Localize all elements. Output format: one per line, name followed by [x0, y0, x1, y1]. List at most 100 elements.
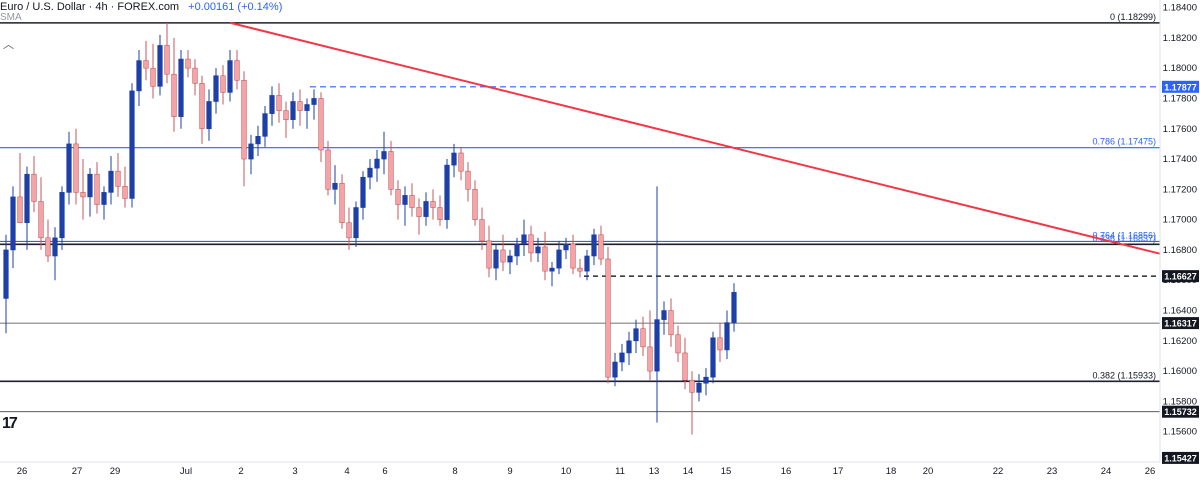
- price-tag: [1162, 270, 1199, 283]
- candle-body: [465, 170, 471, 190]
- candle-body: [3, 249, 9, 299]
- candle-body: [325, 149, 331, 190]
- y-tick-label: 1.18200: [1163, 33, 1197, 44]
- candle-body: [332, 182, 338, 190]
- candle-body: [598, 234, 604, 260]
- candle-body: [87, 173, 93, 198]
- x-tick-label: 26: [1145, 466, 1156, 477]
- price-axis: [1160, 0, 1200, 479]
- candle-body: [311, 98, 317, 105]
- candle-body: [514, 243, 520, 257]
- fib-label: 0.786 (1.17475): [1092, 137, 1156, 147]
- candle-body: [423, 201, 429, 217]
- candle-body: [696, 382, 702, 393]
- y-tick-label: 1.16200: [1163, 336, 1197, 347]
- price-tag: [1162, 405, 1199, 418]
- candle-body: [10, 196, 16, 251]
- candle-body: [605, 258, 611, 378]
- candle-body: [444, 164, 450, 220]
- price-tag: [1162, 317, 1199, 330]
- candle-body: [430, 201, 436, 208]
- fib-label: 0.764 (1.16856): [1092, 230, 1156, 240]
- candle-body: [647, 346, 653, 372]
- candle-body: [171, 73, 177, 117]
- tradingview-logo: 17: [2, 415, 18, 432]
- y-tick-label: 1.17400: [1163, 154, 1197, 165]
- candle-body: [241, 79, 247, 160]
- candle-body: [206, 101, 212, 130]
- candle-body: [108, 170, 114, 193]
- candle-body: [220, 75, 226, 93]
- x-tick-label: 17: [833, 466, 844, 477]
- candle-body: [416, 207, 422, 217]
- candle-body: [556, 249, 562, 269]
- price-tag-label: 1.15732: [1164, 407, 1197, 417]
- y-tick-label: 1.17000: [1163, 215, 1197, 226]
- candle-body: [367, 167, 373, 178]
- candle-body: [570, 243, 576, 269]
- candle-body: [115, 170, 121, 187]
- x-tick-label: 4: [344, 466, 349, 477]
- candle-body: [717, 337, 723, 351]
- price-tag-label: 1.16627: [1164, 272, 1197, 282]
- chevron-up-icon[interactable]: ︿: [3, 39, 14, 51]
- candle-body: [31, 173, 37, 202]
- price-tag: [1162, 80, 1199, 93]
- candle-body: [24, 173, 30, 223]
- candle-body: [353, 207, 359, 239]
- price-change: +0.00161 (+0.14%): [188, 1, 283, 13]
- fib-label: 0 (1.18299): [1110, 12, 1156, 22]
- price-tag-label: 1.17877: [1164, 82, 1197, 92]
- candle-body: [227, 60, 233, 93]
- candle-body: [577, 267, 583, 272]
- candle-body: [255, 136, 261, 145]
- trendline: [229, 21, 1161, 255]
- candle-body: [500, 249, 506, 263]
- candle-body: [675, 334, 681, 354]
- candle-body: [283, 110, 289, 120]
- candle-body: [276, 95, 282, 111]
- candle-body: [668, 310, 674, 336]
- candle-body: [52, 237, 58, 257]
- candle-body: [451, 152, 457, 166]
- candle-body: [164, 45, 170, 75]
- y-tick-label: 1.16000: [1163, 366, 1197, 377]
- candle-body: [262, 113, 268, 137]
- x-tick-label: 6: [382, 466, 387, 477]
- candle-body: [402, 195, 408, 205]
- candle-body: [80, 192, 86, 198]
- candle-body: [66, 143, 72, 193]
- candle-body: [542, 246, 548, 272]
- y-tick-label: 1.15600: [1163, 427, 1197, 438]
- candle-body: [38, 201, 44, 239]
- x-tick-label: 27: [72, 466, 83, 477]
- x-tick-label: 18: [886, 466, 897, 477]
- candle-body: [150, 67, 156, 87]
- candle-body: [45, 237, 51, 257]
- indicator-label[interactable]: SMA: [0, 12, 22, 23]
- y-tick-label: 1.18000: [1163, 63, 1197, 74]
- candle-body: [101, 192, 107, 205]
- candle-body: [290, 101, 296, 120]
- y-tick-label: 1.16800: [1163, 245, 1197, 256]
- candle-body: [318, 98, 324, 151]
- candle-body: [388, 151, 394, 190]
- x-tick-label: 3: [292, 466, 297, 477]
- candle-body: [689, 379, 695, 393]
- candle-body: [535, 246, 541, 254]
- symbol-title[interactable]: Euro / U.S. Dollar · 4h · FOREX.com: [0, 1, 180, 13]
- candle-body: [269, 95, 275, 114]
- candle-body: [136, 60, 142, 92]
- candle-body: [528, 234, 534, 254]
- candle-body: [479, 219, 485, 242]
- candle-body: [612, 361, 618, 378]
- candle-body: [661, 310, 667, 320]
- candle-body: [458, 152, 464, 172]
- candle-body: [640, 328, 646, 348]
- candle-body: [59, 192, 65, 239]
- candle-body: [395, 189, 401, 205]
- candle-body: [234, 60, 240, 81]
- candle-body: [73, 143, 79, 193]
